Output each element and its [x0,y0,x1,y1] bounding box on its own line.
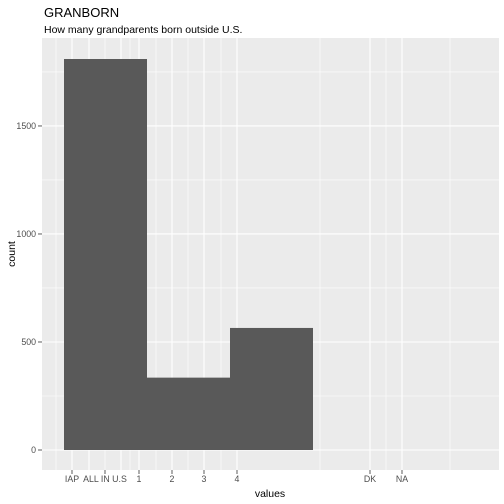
x-tick-label: 2 [170,474,175,484]
chart-subtitle: How many grandparents born outside U.S. [44,24,242,36]
bar [64,59,147,450]
x-tick-label: 3 [202,474,207,484]
y-tick-label: 1500 [16,121,36,131]
y-tick-label: 500 [21,337,36,347]
x-tick-label: 1 [137,474,142,484]
chart-title: GRANBORN [44,5,119,20]
x-tick-label: IAP [65,474,79,484]
y-tick-label: 0 [31,445,36,455]
bar [147,377,230,450]
bar [230,327,313,450]
x-tick-label: 4 [235,474,240,484]
bars [64,59,313,450]
x-tick-label: ALL IN U.S [83,474,127,484]
y-tick-label: 1000 [16,229,36,239]
y-axis-title: count [6,241,18,267]
x-axis-title: values [255,488,285,500]
y-axis-ticks: 0 500 1000 1500 [16,121,42,455]
x-tick-label: NA [396,474,408,484]
x-axis-ticks: IAP ALL IN U.S 1 2 3 4 DK NA [65,470,408,484]
x-tick-label: DK [364,474,376,484]
